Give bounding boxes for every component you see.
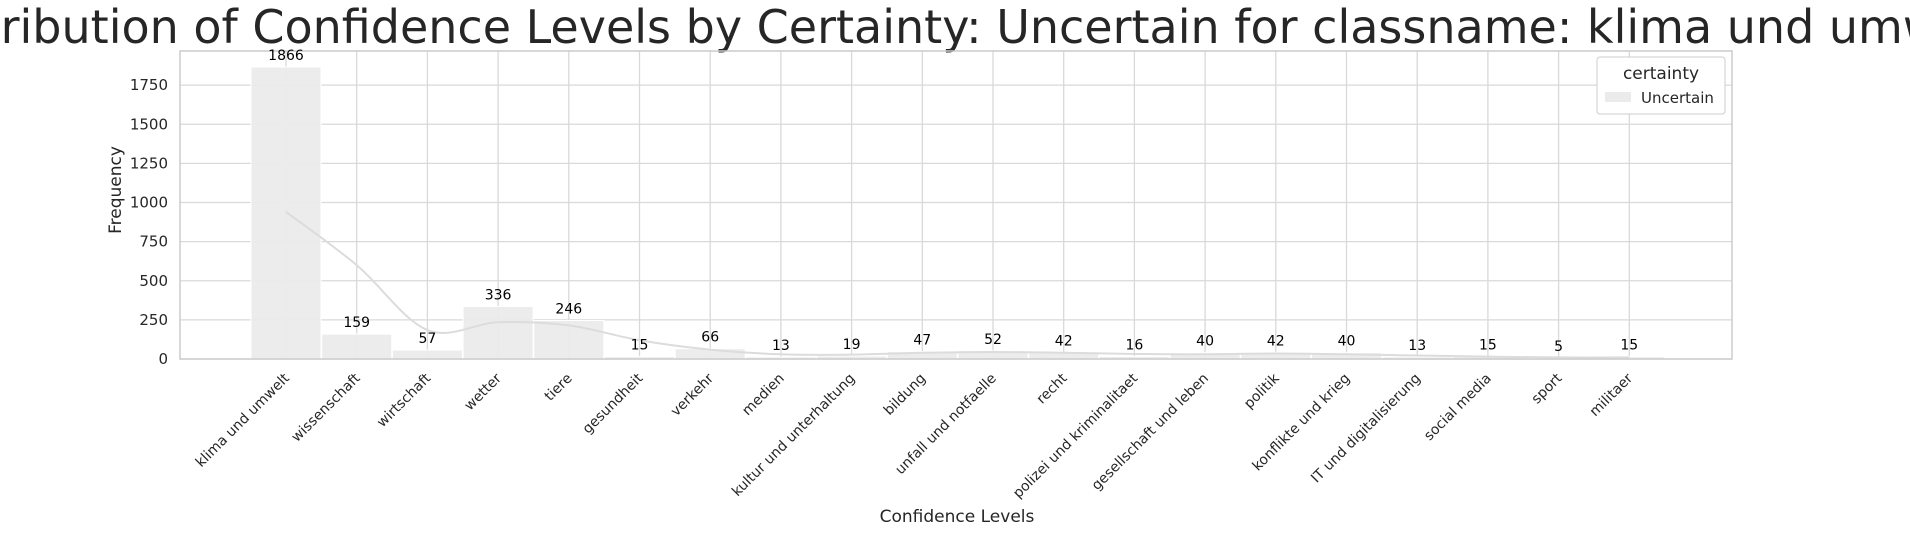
data-label: 15 [631,338,649,354]
data-label: 15 [1620,338,1638,354]
y-tick-label: 750 [139,233,168,251]
legend-swatch [1605,92,1631,102]
data-label: 16 [1125,337,1143,353]
y-ticks: 0 250 500 750 1000 1250 1500 1750 [130,76,168,368]
x-axis-label: Confidence Levels [880,507,1035,527]
legend: certainty Uncertain [1596,56,1726,115]
data-label: 13 [1408,338,1426,354]
data-label: 15 [1479,338,1497,354]
x-tick-label: klima und umwelt [193,370,293,470]
data-label: 13 [772,338,790,354]
x-tick-label: medien [739,371,787,419]
data-label: 42 [1267,333,1285,349]
x-tick-label: social media [1421,371,1495,445]
x-tick-label: gesundheit [580,370,647,437]
x-tick-label: gesellschaft und leben [1089,371,1212,494]
data-label: 159 [343,315,370,331]
kde-curve [285,211,1630,359]
data-label: 336 [485,287,512,303]
x-tick-label: bildung [881,371,929,419]
bar-wissenschaft [321,333,393,360]
x-tick-label: militaer [1587,370,1636,419]
y-tick-label: 250 [139,311,168,329]
bars [250,66,1665,360]
y-tick-label: 1000 [130,194,168,212]
y-axis-label: Frequency [106,146,126,234]
data-label: 47 [913,333,931,349]
plot-frame [179,50,1733,360]
x-tick-label: wissenschaft [289,370,364,445]
y-tick-label: 1750 [130,76,168,94]
y-tick-label: 500 [139,272,168,290]
x-tick-label: wetter [461,370,505,414]
data-labels: 1866 159 57 336 246 15 66 13 19 47 52 42 16 40 42 40 13 1… [268,48,1638,355]
data-label: 66 [701,330,719,346]
data-label: 42 [1055,333,1073,349]
x-tick-label: recht [1034,370,1071,407]
data-label: 57 [418,331,436,347]
data-label: 246 [555,302,582,318]
chart-title: Distribution of Confidence Levels by Cer… [0,0,1910,54]
x-tick-label: verkehr [668,370,717,419]
data-label: 19 [843,337,861,353]
data-label: 40 [1196,334,1214,350]
y-tick-label: 1250 [130,154,168,172]
y-tick-label: 0 [158,350,168,368]
data-label: 5 [1554,339,1563,355]
legend-entry-uncertain: Uncertain [1641,89,1714,107]
x-tick-label: polizei und kriminalitaet [1010,370,1141,501]
x-tick-label: sport [1529,370,1566,407]
grid [180,51,1732,360]
bar-wirtschaft [391,349,463,360]
x-tick-label: tiere [542,371,576,405]
data-label: 40 [1338,334,1356,350]
x-tick-label: kultur und unterhaltung [729,371,858,500]
legend-title: certainty [1623,64,1699,84]
y-tick-label: 1500 [130,115,168,133]
x-tick-label: politik [1241,370,1283,412]
data-label: 52 [984,332,1002,348]
x-tick-label: wirtschaft [374,370,435,431]
bar-wetter [462,305,534,360]
data-label: 1866 [268,48,304,64]
